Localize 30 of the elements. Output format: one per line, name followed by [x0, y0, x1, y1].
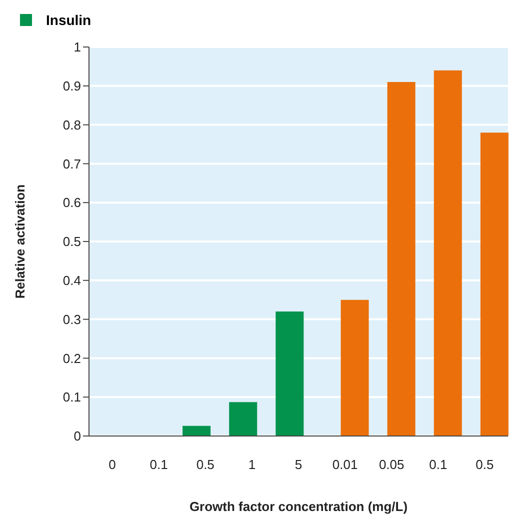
legend-label: Insulin	[46, 12, 92, 28]
bar	[387, 82, 416, 436]
bar	[340, 300, 369, 436]
y-tick-label: 0.8	[62, 117, 81, 132]
y-tick-label: 0.2	[62, 350, 81, 366]
x-tick-label: 0.1	[150, 457, 168, 472]
y-axis-title: Relative activation	[12, 184, 28, 299]
x-tick-label: 0.1	[429, 457, 448, 472]
bar	[276, 312, 304, 436]
x-tick-label: 0.01	[332, 457, 358, 472]
y-tick-label: 0.9	[62, 78, 81, 94]
y-tick-label: 0.5	[62, 234, 81, 250]
x-axis-title: Growth factor concentration (mg/L)	[189, 499, 408, 514]
y-tick-label: 0.7	[62, 156, 81, 172]
x-tick-label: 0.5	[196, 457, 214, 472]
x-tick-label: 0	[108, 457, 116, 472]
y-tick-label: 1	[74, 40, 81, 55]
y-tick-label: 0.3	[62, 312, 81, 327]
bar	[182, 426, 211, 436]
y-tick-label: 0.6	[62, 195, 81, 210]
y-tick-label: 0	[74, 428, 81, 444]
y-tick-label: 0.1	[62, 390, 81, 405]
bar	[434, 70, 462, 436]
y-tick-label: 0.4	[62, 273, 81, 288]
x-tick-label: 1	[248, 457, 256, 472]
bar	[229, 402, 258, 436]
bar	[480, 132, 508, 436]
x-tick-label: 0.5	[476, 457, 494, 472]
x-tick-label: 5	[294, 457, 302, 472]
x-tick-label: 0.05	[378, 457, 404, 472]
